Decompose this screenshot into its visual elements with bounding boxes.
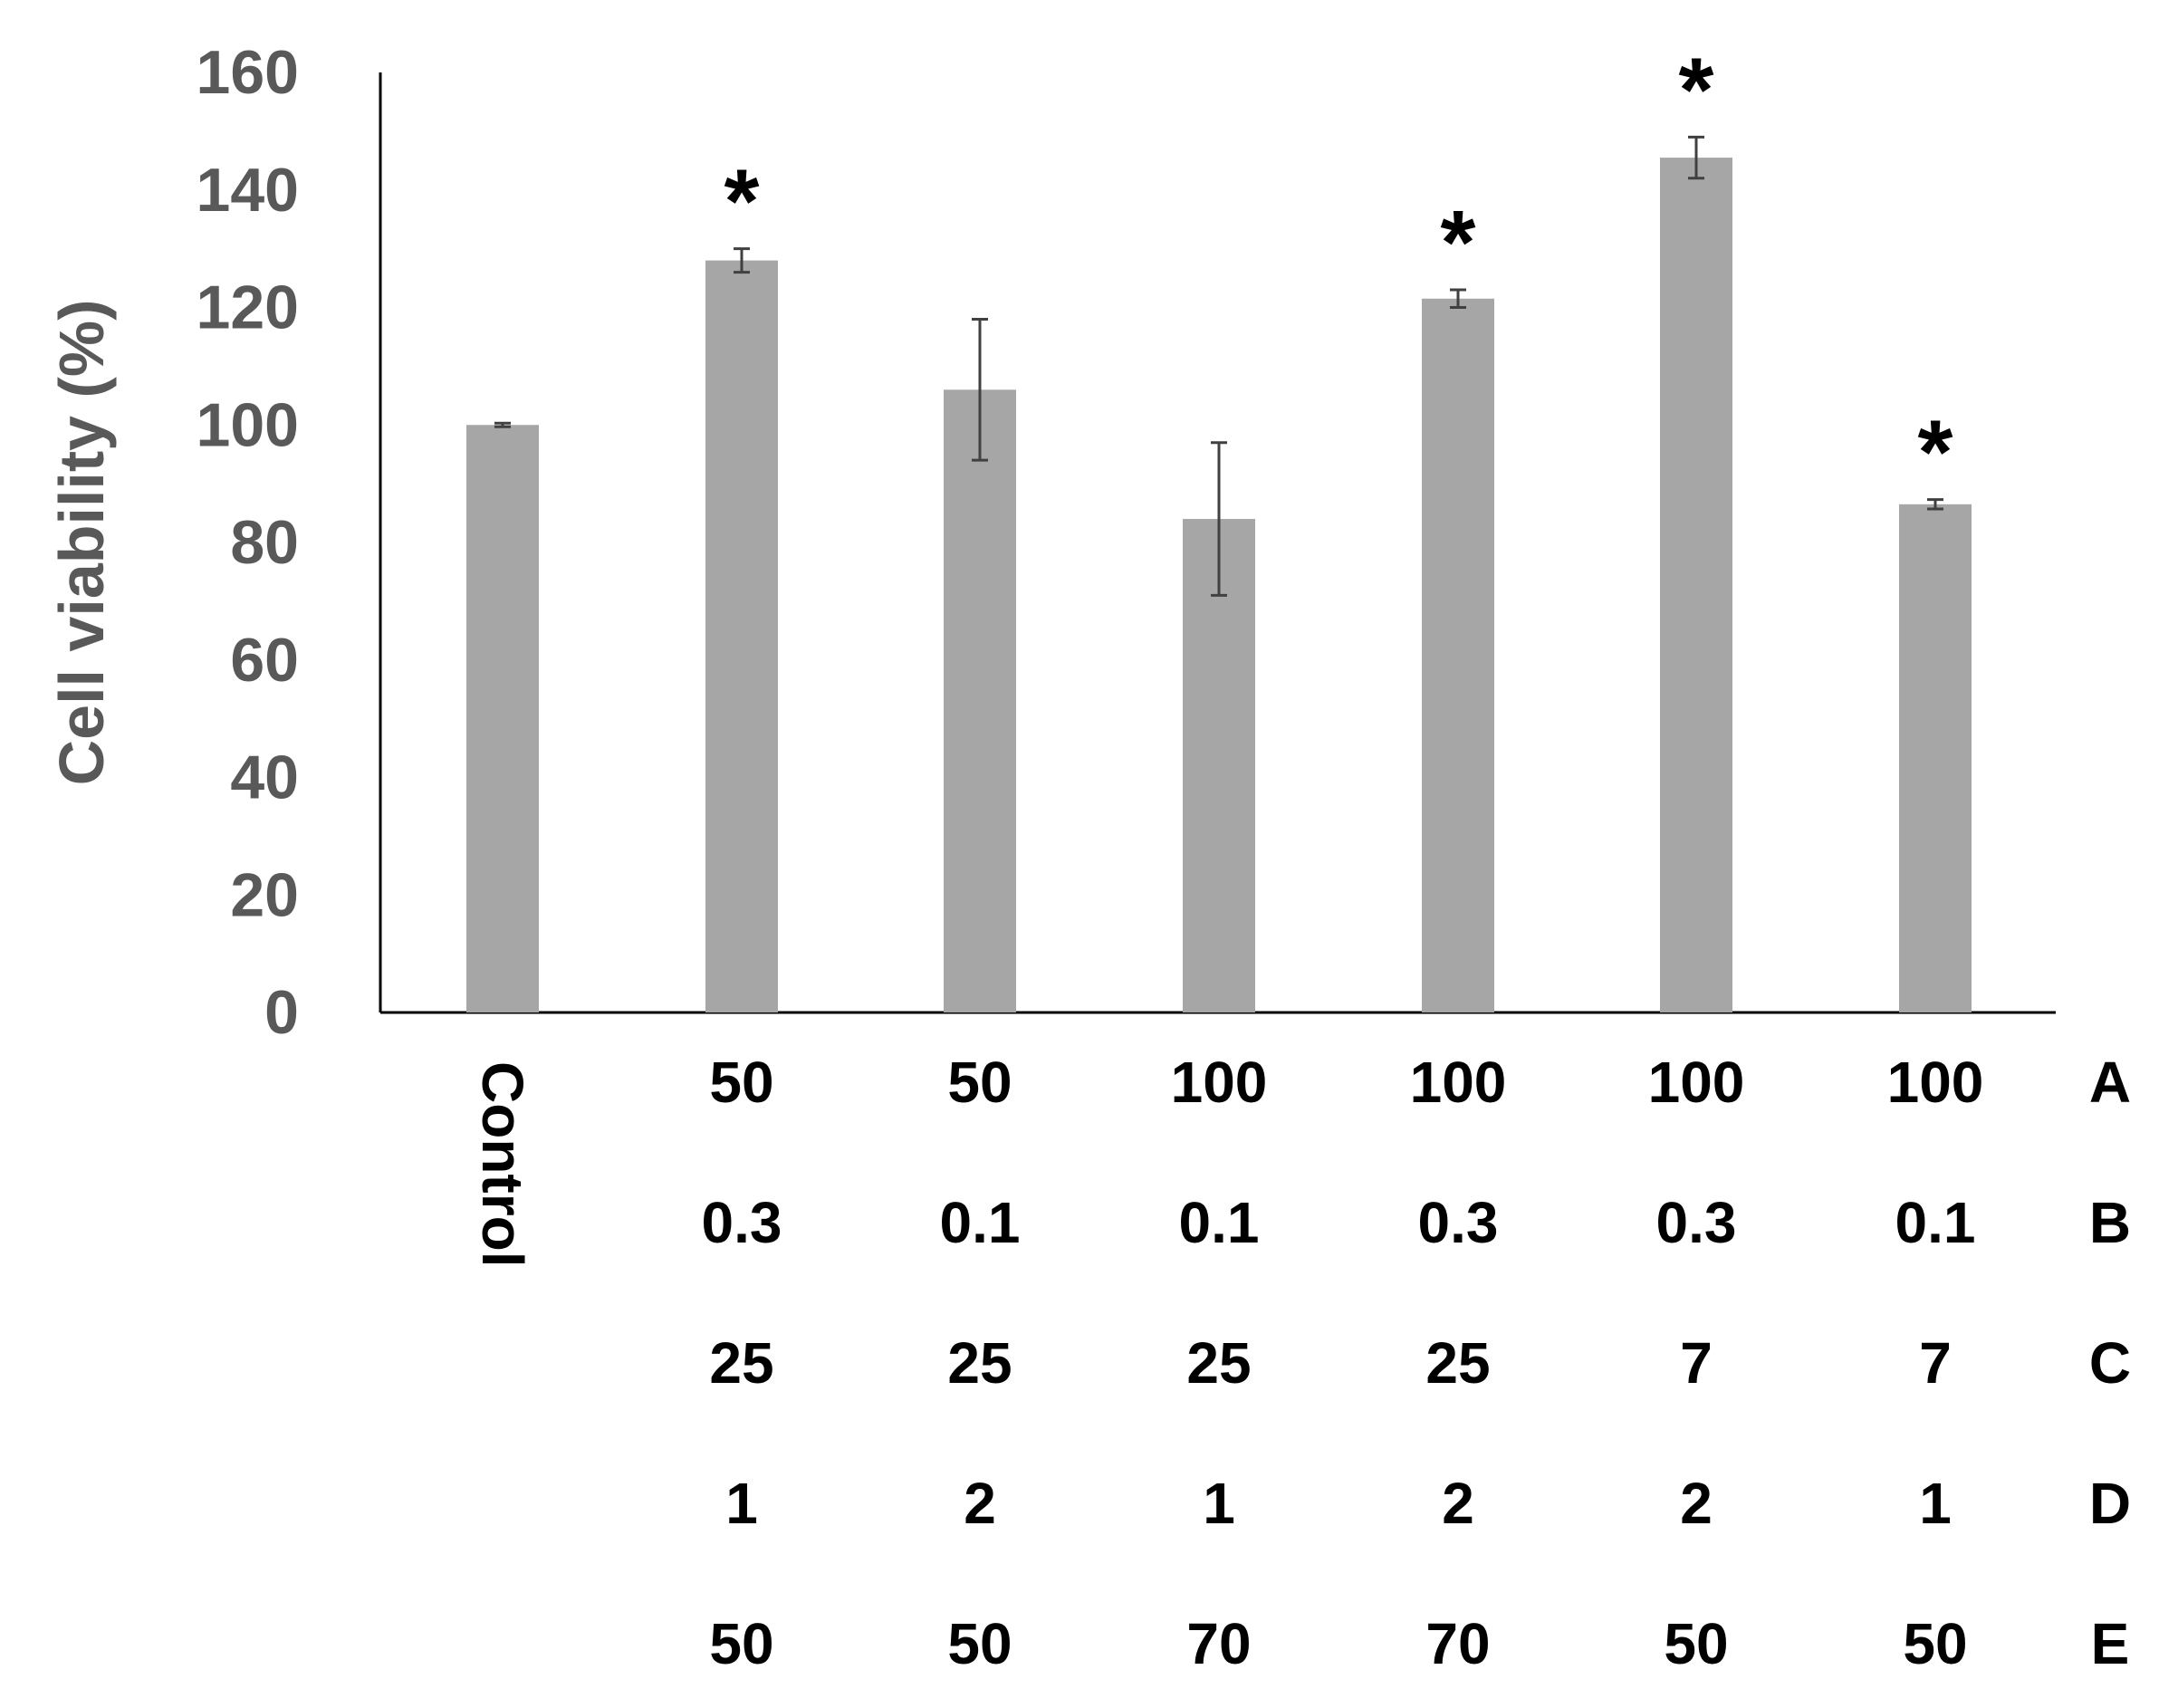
factor-e-value-1: 50: [947, 1611, 1012, 1676]
factor-a-value-4: 100: [1648, 1050, 1745, 1115]
y-axis-label: Cell viability (%): [46, 300, 117, 786]
factor-d-value-3: 2: [1442, 1471, 1474, 1536]
factor-d-value-4: 2: [1680, 1471, 1713, 1536]
significance-marker-6: *: [1918, 402, 1953, 504]
factor-c-value-0: 25: [709, 1330, 773, 1396]
y-tick-label-3: 60: [230, 626, 299, 695]
factor-b-value-0: 0.3: [702, 1190, 782, 1255]
factor-row-label-c: C: [2089, 1330, 2131, 1396]
factor-row-label-a: A: [2089, 1050, 2131, 1115]
factor-d-value-2: 1: [1203, 1471, 1235, 1536]
x-category-label-0: Control: [470, 1061, 535, 1268]
factor-b-value-1: 0.1: [940, 1190, 1021, 1255]
y-tick-label-1: 20: [230, 860, 299, 929]
factor-c-value-3: 25: [1425, 1330, 1490, 1396]
factor-c-value-2: 25: [1186, 1330, 1251, 1396]
y-tick-label-5: 100: [197, 390, 299, 459]
bar-5: [1660, 158, 1732, 1013]
factor-row-label-d: D: [2089, 1471, 2131, 1536]
y-tick-label-6: 120: [197, 273, 299, 342]
plot-area: 0 20 40 60 80 100 120 140 160 Cell viability (%) *…: [46, 38, 2131, 1676]
factor-row-label-b: B: [2089, 1190, 2131, 1255]
bar-0: [466, 425, 539, 1012]
y-tick-label-7: 140: [197, 156, 299, 225]
factor-e-value-4: 50: [1664, 1611, 1728, 1676]
factor-a-value-0: 50: [709, 1050, 773, 1115]
factor-b-value-4: 0.3: [1656, 1190, 1737, 1255]
factor-e-value-3: 70: [1425, 1611, 1490, 1676]
factor-b-value-5: 0.1: [1895, 1190, 1976, 1255]
significance-marker-4: *: [1441, 192, 1476, 293]
y-tick-label-8: 160: [197, 38, 299, 107]
factor-e-value-5: 50: [1903, 1611, 1967, 1676]
factor-b-value-3: 0.3: [1418, 1190, 1499, 1255]
factor-row-label-e: E: [2091, 1611, 2130, 1676]
factor-e-value-2: 70: [1186, 1611, 1251, 1676]
factor-a-value-3: 100: [1410, 1050, 1507, 1115]
factor-b-value-2: 0.1: [1179, 1190, 1260, 1255]
bar-3: [1183, 519, 1255, 1012]
bar-1: [705, 260, 778, 1013]
factor-a-value-5: 100: [1887, 1050, 1984, 1115]
bar-4: [1422, 298, 1494, 1012]
factor-a-value-2: 100: [1171, 1050, 1268, 1115]
factor-d-value-1: 2: [964, 1471, 996, 1536]
factor-c-value-1: 25: [947, 1330, 1012, 1396]
factor-a-value-1: 50: [947, 1050, 1012, 1115]
y-tick-label-4: 80: [230, 508, 299, 577]
factor-c-value-5: 7: [1919, 1330, 1952, 1396]
factor-d-value-0: 1: [725, 1471, 758, 1536]
factor-c-value-4: 7: [1680, 1330, 1713, 1396]
y-tick-label-0: 0: [264, 978, 299, 1047]
factor-d-value-5: 1: [1919, 1471, 1952, 1536]
y-tick-label-2: 40: [230, 744, 299, 812]
factor-e-value-0: 50: [709, 1611, 773, 1676]
significance-marker-5: *: [1679, 39, 1714, 140]
significance-marker-1: *: [724, 151, 760, 253]
bar-2: [944, 389, 1016, 1012]
bar-6: [1899, 504, 1972, 1012]
